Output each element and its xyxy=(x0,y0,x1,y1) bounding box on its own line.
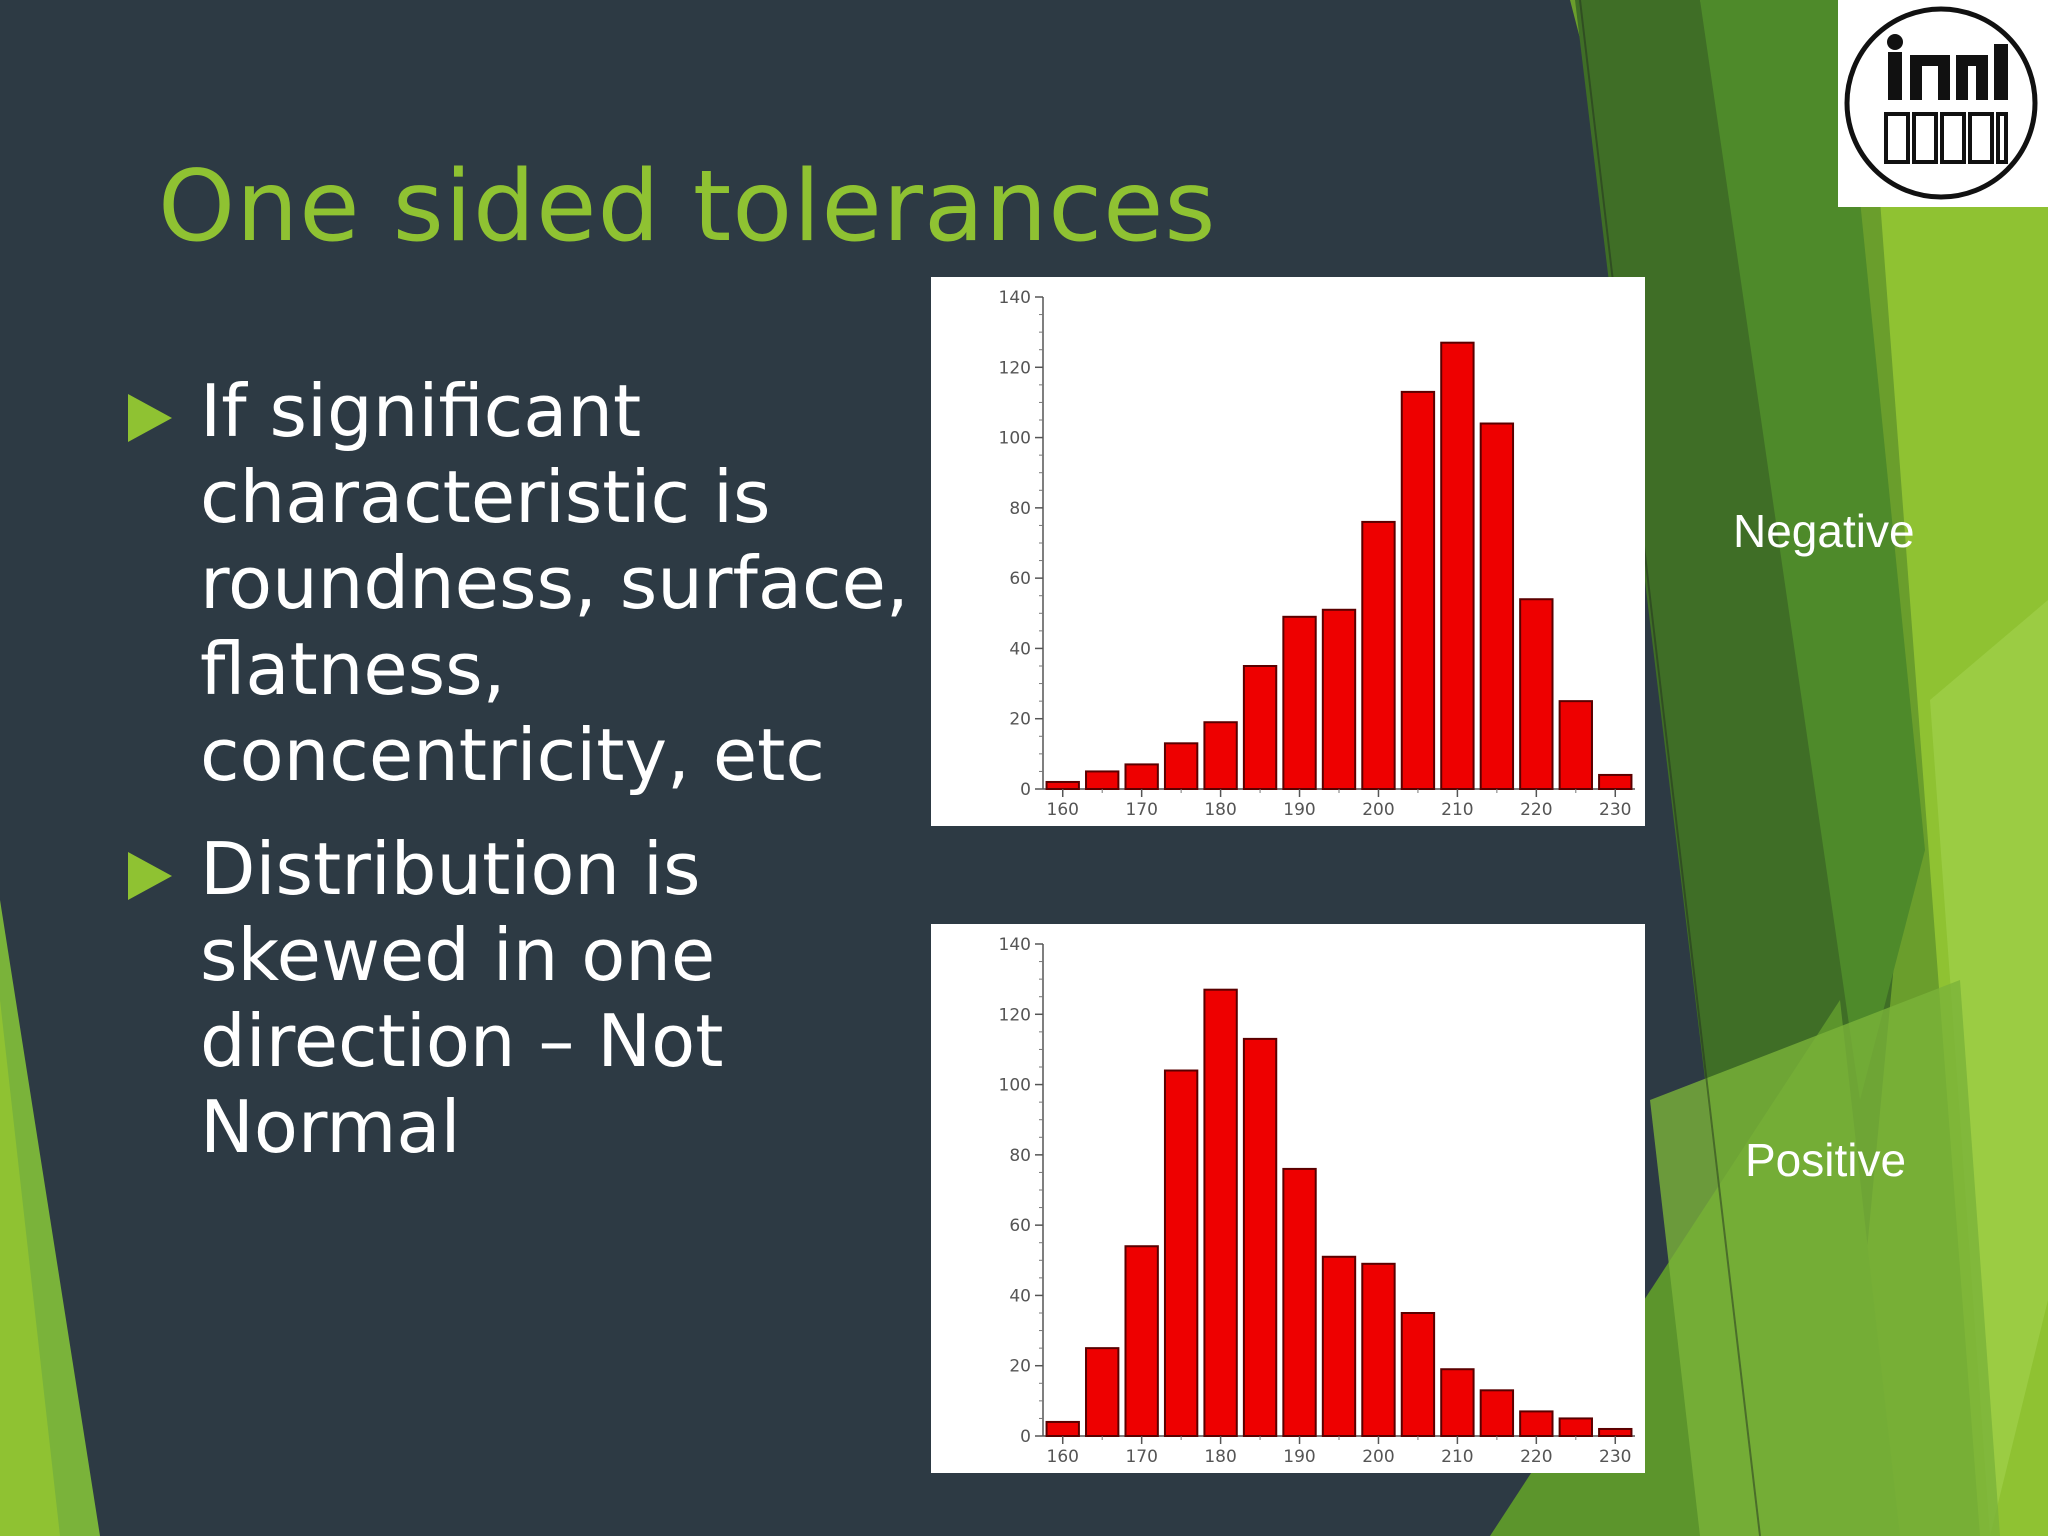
slide-title: One sided tolerances xyxy=(158,150,1217,264)
x-tick-label: 210 xyxy=(1441,1447,1473,1467)
x-tick-label: 170 xyxy=(1125,800,1157,820)
logo-emblem xyxy=(1844,6,2038,200)
histogram-bar xyxy=(1163,1069,1199,1437)
x-tick-label: 160 xyxy=(1047,800,1079,820)
negative-label: Negative xyxy=(1733,505,1915,557)
histogram-bar xyxy=(1282,1167,1317,1438)
triangle-bullet-icon xyxy=(128,394,172,442)
histogram-bar xyxy=(1163,742,1199,791)
y-tick-label: 40 xyxy=(1009,639,1031,659)
y-tick-label: 80 xyxy=(1009,499,1031,519)
histogram-bar xyxy=(1361,520,1396,791)
histogram-bar xyxy=(1440,341,1475,791)
histogram-bar xyxy=(1321,608,1357,790)
histogram-bar xyxy=(1558,1417,1593,1437)
y-tick-label: 60 xyxy=(1009,569,1031,589)
bullet-text: Distribution is skewed in one direction … xyxy=(200,827,724,1169)
histogram-bar xyxy=(1598,773,1633,791)
histogram-bar xyxy=(1203,721,1238,791)
x-tick-label: 160 xyxy=(1047,1447,1079,1467)
histogram-bar xyxy=(1045,1420,1080,1438)
histogram-bar xyxy=(1242,1037,1278,1437)
histogram-bar xyxy=(1282,615,1317,790)
x-tick-label: 210 xyxy=(1441,800,1473,820)
y-tick-label: 120 xyxy=(999,1005,1031,1025)
x-tick-label: 220 xyxy=(1520,800,1552,820)
x-tick-label: 230 xyxy=(1599,800,1631,820)
x-tick-label: 200 xyxy=(1362,1447,1394,1467)
histogram-bar xyxy=(1519,1410,1554,1437)
x-tick-label: 220 xyxy=(1520,1447,1552,1467)
histogram-bar xyxy=(1400,390,1436,790)
histogram-bar xyxy=(1440,1368,1475,1438)
y-tick-label: 140 xyxy=(999,288,1031,308)
y-tick-label: 80 xyxy=(1009,1146,1031,1166)
histogram-bar xyxy=(1479,422,1515,790)
x-tick-label: 190 xyxy=(1283,1447,1315,1467)
x-tick-label: 230 xyxy=(1599,1447,1631,1467)
histogram-bar xyxy=(1085,1347,1120,1437)
y-tick-label: 0 xyxy=(1020,780,1031,800)
histogram-bar xyxy=(1085,770,1120,790)
histogram-bar xyxy=(1558,700,1593,790)
triangle-bullet-icon xyxy=(128,852,172,900)
y-tick-label: 0 xyxy=(1020,1427,1031,1447)
positive-label: Positive xyxy=(1745,1134,1907,1186)
negative-skew-histogram: 0 20 40 60 80 100 120 140 160 170 180 190 200 210 220 2… xyxy=(931,277,1645,826)
y-tick-label: 20 xyxy=(1009,1357,1031,1377)
histogram-bar xyxy=(1598,1427,1633,1438)
histogram-bar xyxy=(1479,1389,1515,1438)
y-tick-label: 140 xyxy=(999,935,1031,955)
x-tick-label: 190 xyxy=(1283,800,1315,820)
logo xyxy=(1838,0,2048,207)
y-tick-label: 20 xyxy=(1009,710,1031,730)
y-tick-label: 120 xyxy=(999,358,1031,378)
y-tick-label: 40 xyxy=(1009,1286,1031,1306)
y-tick-label: 60 xyxy=(1009,1216,1031,1236)
x-tick-label: 200 xyxy=(1362,800,1394,820)
histogram-bar xyxy=(1321,1255,1357,1437)
histogram-bar xyxy=(1203,988,1238,1438)
chart-svg: 0 20 40 60 80 100 120 140 160 170 180 190 200 210 220 2… xyxy=(999,935,1635,1467)
histogram-bar xyxy=(1361,1262,1396,1437)
histogram-bar xyxy=(1124,1245,1159,1437)
chart-svg: 0 20 40 60 80 100 120 140 160 170 180 190 200 210 220 2… xyxy=(999,288,1635,820)
bullet-item: Distribution is skewed in one direction … xyxy=(128,826,920,1170)
bullet-item: If significant characteristic is roundne… xyxy=(128,368,920,798)
x-tick-label: 180 xyxy=(1204,800,1236,820)
x-tick-label: 180 xyxy=(1204,1447,1236,1467)
histogram-bar xyxy=(1242,665,1278,790)
histogram-bar xyxy=(1400,1312,1436,1437)
x-tick-label: 170 xyxy=(1125,1447,1157,1467)
y-tick-label: 100 xyxy=(999,429,1031,449)
histogram-bar xyxy=(1045,780,1080,791)
y-tick-label: 100 xyxy=(999,1076,1031,1096)
histogram-bar xyxy=(1519,598,1554,790)
histogram-bar xyxy=(1124,763,1159,790)
bullet-text: If significant characteristic is roundne… xyxy=(200,369,909,797)
positive-skew-histogram: 0 20 40 60 80 100 120 140 160 170 180 190 200 210 220 2… xyxy=(931,924,1645,1473)
